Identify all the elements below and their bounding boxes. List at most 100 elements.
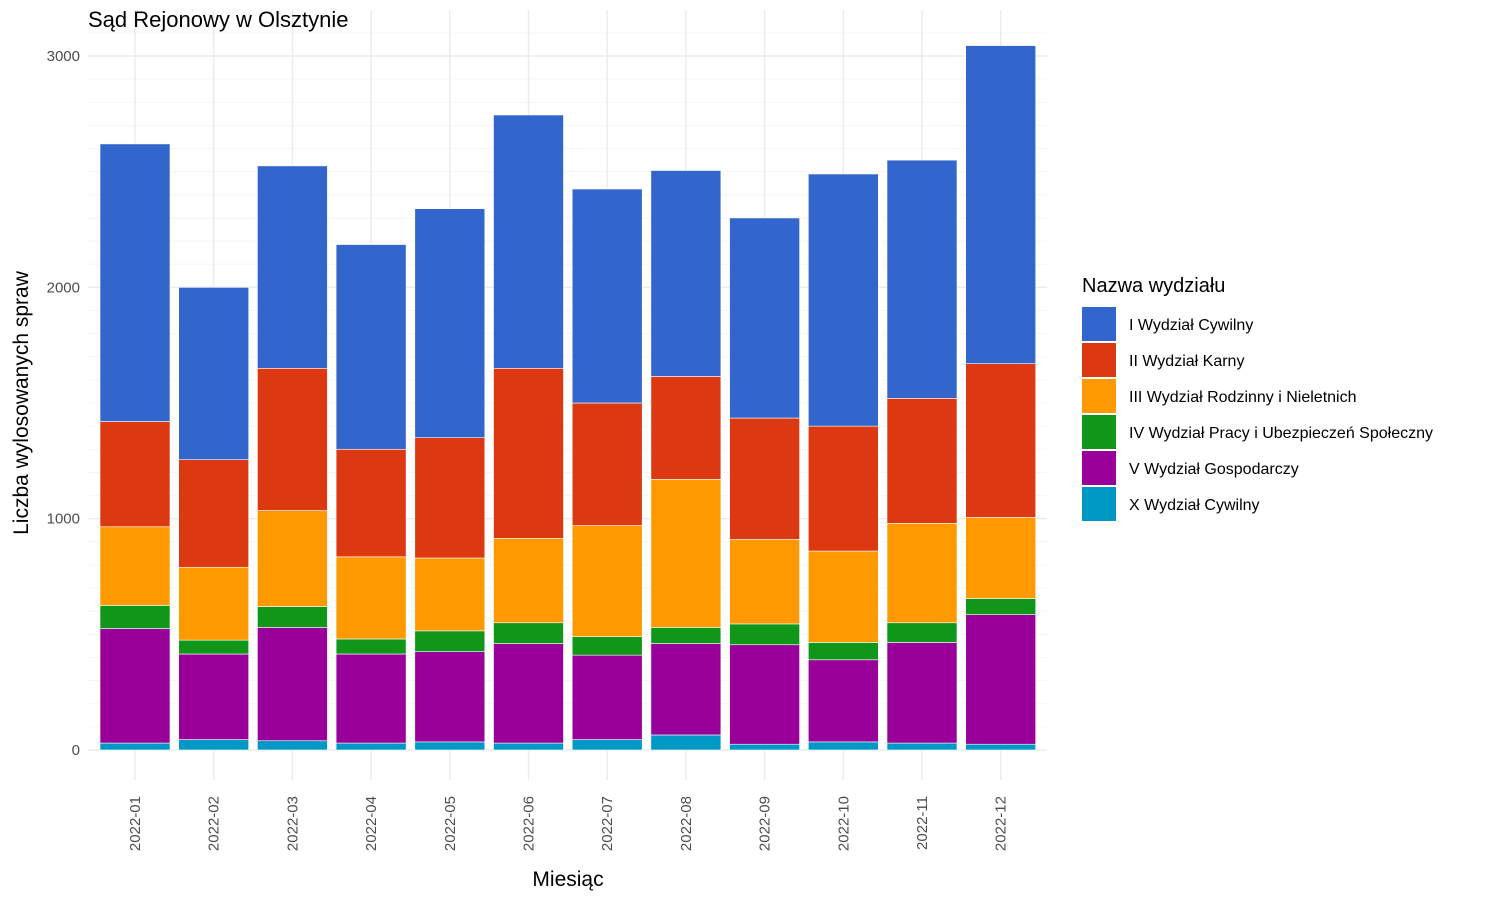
bar-segment (493, 742, 564, 751)
y-tick-label: 2000 (47, 279, 80, 296)
x-tick-label: 2022-08 (678, 796, 695, 851)
x-tick-label: 2022-01 (127, 796, 144, 851)
bar-segment (965, 363, 1037, 518)
y-axis-title: Liczba wylosowanych spraw (10, 270, 33, 535)
x-tick-label: 2022-05 (442, 796, 459, 851)
x-tick-label: 2022-04 (363, 796, 380, 851)
x-tick-label: 2022-03 (284, 796, 301, 851)
bar-segment (965, 743, 1037, 751)
bar-segment (571, 636, 643, 656)
x-tick-label: 2022-10 (835, 796, 852, 851)
bar-segment (178, 287, 249, 460)
bar-segment (257, 165, 328, 369)
bar-segment (493, 622, 564, 644)
bar-segment (178, 459, 249, 568)
y-tick-label: 0 (72, 742, 80, 759)
bar-segment (99, 421, 171, 528)
bar-segment (99, 526, 171, 606)
bar-segment (178, 639, 249, 655)
bar-segment (257, 510, 328, 607)
legend-swatch (1082, 343, 1116, 377)
bar-segment (335, 638, 407, 655)
bar-segment (807, 659, 879, 743)
y-tick-label: 3000 (47, 48, 80, 65)
x-axis-ticks: 2022-01 2022-02 2022-03 2022-04 2022-05 2022-… (127, 796, 1010, 851)
bar-segment (414, 741, 486, 751)
bar-segment (414, 437, 486, 559)
bar-segment (571, 739, 643, 751)
bar-segment (650, 376, 722, 480)
bar-segment (414, 630, 486, 652)
legend-swatch (1082, 379, 1116, 413)
x-tick-label: 2022-02 (206, 796, 223, 851)
x-tick-label: 2022-12 (993, 796, 1010, 851)
bar-segment (178, 566, 249, 641)
bar-segment (729, 644, 800, 745)
bar-segment (650, 170, 722, 377)
legend-title: Nazwa wydziału (1082, 275, 1225, 297)
bar-segment (414, 557, 486, 632)
bar-segment (335, 556, 407, 640)
bar-segment (729, 539, 800, 625)
bar-segment (886, 398, 958, 524)
bar-segment (493, 538, 564, 624)
bar-segment (99, 143, 171, 422)
legend-label: II Wydział Karny (1129, 353, 1244, 370)
bar-segment (886, 159, 958, 399)
bar-segment (571, 654, 643, 740)
y-tick-label: 1000 (47, 511, 80, 528)
chart-title: Sąd Rejonowy w Olsztynie (88, 7, 348, 32)
legend-swatch (1082, 487, 1116, 521)
legend-swatch (1082, 451, 1116, 485)
bar-segment (414, 651, 486, 743)
legend-label: X Wydział Cywilny (1129, 497, 1260, 514)
bar-segment (886, 522, 958, 624)
bar-segment (178, 739, 249, 751)
bar-segment (493, 643, 564, 744)
bar-segment (650, 643, 722, 736)
bar-segment (807, 173, 879, 427)
bar-segment (257, 627, 328, 742)
bar-segment (807, 550, 879, 643)
bar-segment (650, 479, 722, 628)
bar-segment (571, 525, 643, 637)
legend-label: III Wydział Rodzinny i Nieletnich (1129, 389, 1357, 406)
bar-segment (99, 605, 171, 629)
bar-segment (965, 517, 1037, 599)
bar-segment (178, 653, 249, 740)
bar-segment (99, 628, 171, 744)
x-tick-label: 2022-11 (914, 796, 931, 850)
bar-segment (335, 653, 407, 744)
legend-label: V Wydział Gospodarczy (1129, 461, 1299, 478)
legend-swatch (1082, 415, 1116, 449)
bar-segment (807, 741, 879, 751)
legend: Nazwa wydziału I Wydział Cywilny II Wydzi… (1082, 275, 1433, 521)
bar-segment (257, 606, 328, 628)
bar-segment (493, 367, 564, 539)
bar-segment (729, 417, 800, 540)
bar-segment (729, 217, 800, 419)
bar-segment (807, 425, 879, 552)
bar-segment (335, 448, 407, 558)
bar-segment (886, 622, 958, 643)
bar-segment (414, 208, 486, 438)
bars (99, 45, 1037, 751)
bar-segment (571, 402, 643, 526)
bar-segment (335, 244, 407, 450)
bar-segment (886, 742, 958, 751)
x-axis-title: Miesiąc (532, 868, 603, 891)
bar-segment (571, 188, 643, 404)
bar-segment (493, 114, 564, 369)
bar-segment (99, 742, 171, 751)
bar-segment (650, 627, 722, 644)
legend-swatch (1082, 307, 1116, 341)
bar-segment (965, 614, 1037, 745)
bar-segment (335, 742, 407, 751)
y-axis-ticks: 0 1000 2000 3000 (47, 48, 80, 759)
legend-label: I Wydział Cywilny (1129, 317, 1253, 334)
bar-segment (729, 743, 800, 751)
x-tick-label: 2022-07 (599, 796, 616, 851)
bar-segment (965, 598, 1037, 615)
legend-label: IV Wydział Pracy i Ubezpieczeń Społeczny (1129, 425, 1433, 442)
